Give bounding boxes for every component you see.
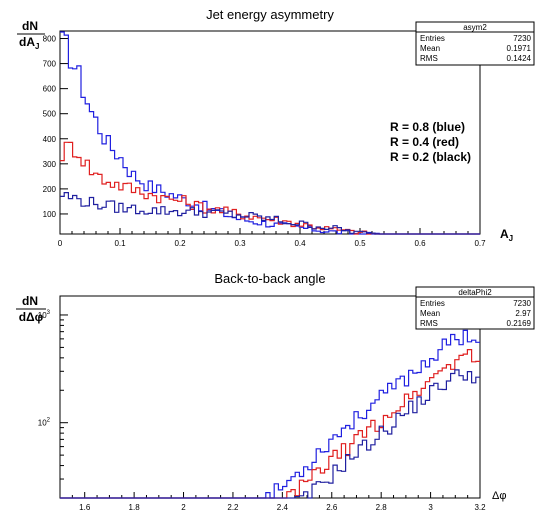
asymmetry-plot-frame [59, 30, 481, 235]
angle-x-axis-label: Δφ [492, 490, 506, 502]
angle-panel: Back-to-back angle dN dΔφ 1.6 1.8 2 2.2 2.4 2… [16, 271, 535, 512]
asymmetry-x-axis-label: AJ [500, 227, 513, 243]
stats-box-name: asym2 [463, 23, 487, 32]
stats-box-frame [415, 21, 535, 66]
x-tick-label: 0.6 [414, 239, 426, 248]
x-tick-label: 2.2 [227, 503, 239, 512]
series-line-2 [60, 192, 480, 235]
asymmetry-annotations: R = 0.8 (blue) R = 0.4 (red) R = 0.2 (bl… [390, 120, 471, 164]
asymmetry-panel: Jet energy asymmetry dN dAJ 0 0.1 0.2 0.3 0.… [17, 7, 535, 248]
x-tick-label: 0.5 [354, 239, 366, 248]
angle-stats-box: deltaPhi2 Entries 7230 Mean 2.97 RMS 0.2… [415, 286, 535, 330]
stats-rms-value: 0.2169 [507, 319, 532, 328]
angle-ylabel-numerator: dN [22, 294, 38, 308]
stats-rms-label: RMS [420, 54, 438, 63]
stats-rms-label: RMS [420, 319, 438, 328]
asymmetry-series [60, 31, 480, 235]
y-tick-label: 800 [43, 35, 57, 44]
x-tick-label: 0.1 [114, 239, 126, 248]
x-tick-label: 0.2 [174, 239, 186, 248]
angle-ylabel-denominator: dΔφ [19, 310, 44, 324]
stats-entries-value: 7230 [513, 34, 531, 43]
annotation-r08: R = 0.8 (blue) [390, 120, 465, 134]
asymmetry-ylabel-numerator: dN [22, 19, 38, 33]
y-tick-label: 300 [43, 160, 57, 169]
asymmetry-ylabel-den-sub: J [35, 42, 39, 51]
x-tick-label: 1.6 [79, 503, 91, 512]
y-tick-exponent: 3 [47, 310, 51, 316]
y-tick-label: 200 [43, 185, 57, 194]
asymmetry-title: Jet energy asymmetry [206, 7, 334, 22]
asymmetry-xlabel-sub: J [509, 234, 513, 243]
y-tick-label: 103 [38, 310, 51, 320]
asymmetry-xlabel-main: A [500, 227, 509, 241]
x-tick-label: 3 [428, 503, 433, 512]
stats-mean-label: Mean [420, 44, 440, 53]
annotation-r02: R = 0.2 (black) [390, 150, 471, 164]
stats-entries-value: 7230 [513, 299, 531, 308]
y-tick-label: 600 [43, 85, 57, 94]
asymmetry-ylabel-den-main: dA [19, 35, 35, 49]
y-tick-exponent: 2 [47, 418, 51, 424]
x-tick-label: 2.6 [326, 503, 338, 512]
y-tick-base: 10 [38, 419, 47, 428]
x-tick-label: 2.8 [376, 503, 388, 512]
y-tick-label: 400 [43, 135, 57, 144]
stats-box-frame [415, 286, 535, 330]
asymmetry-axis-ticks: 0 0.1 0.2 0.3 0.4 0.5 0.6 0.7 100 200 300 400 500 600… [43, 35, 486, 248]
y-tick-base: 10 [38, 311, 47, 320]
y-tick-label: 100 [43, 210, 57, 219]
x-tick-label: 2.4 [277, 503, 289, 512]
stats-box-name: deltaPhi2 [458, 288, 492, 297]
series-line-2 [60, 369, 480, 499]
x-tick-label: 1.8 [129, 503, 141, 512]
x-tick-label: 3.2 [474, 503, 486, 512]
angle-series [60, 329, 480, 499]
x-tick-label: 0.4 [294, 239, 306, 248]
stats-mean-label: Mean [420, 309, 440, 318]
asymmetry-y-axis-label: dN dAJ [17, 19, 45, 51]
stats-entries-label: Entries [420, 34, 445, 43]
x-tick-label: 0.3 [234, 239, 246, 248]
angle-title: Back-to-back angle [214, 271, 325, 286]
y-tick-label: 500 [43, 110, 57, 119]
asymmetry-stats-box: asym2 Entries 7230 Mean 0.1971 RMS 0.142… [415, 21, 535, 66]
x-tick-label: 0.7 [474, 239, 486, 248]
stats-rms-value: 0.1424 [507, 54, 532, 63]
y-tick-label: 700 [43, 60, 57, 69]
y-tick-label: 102 [38, 418, 51, 428]
x-tick-label: 2 [181, 503, 186, 512]
stats-mean-value: 0.1971 [507, 44, 532, 53]
stats-entries-label: Entries [420, 299, 445, 308]
x-tick-label: 0 [58, 239, 63, 248]
annotation-r04: R = 0.4 (red) [390, 135, 459, 149]
angle-y-axis-label: dN dΔφ [16, 294, 46, 324]
asymmetry-ylabel-denominator: dAJ [19, 35, 39, 51]
stats-mean-value: 2.97 [515, 309, 531, 318]
